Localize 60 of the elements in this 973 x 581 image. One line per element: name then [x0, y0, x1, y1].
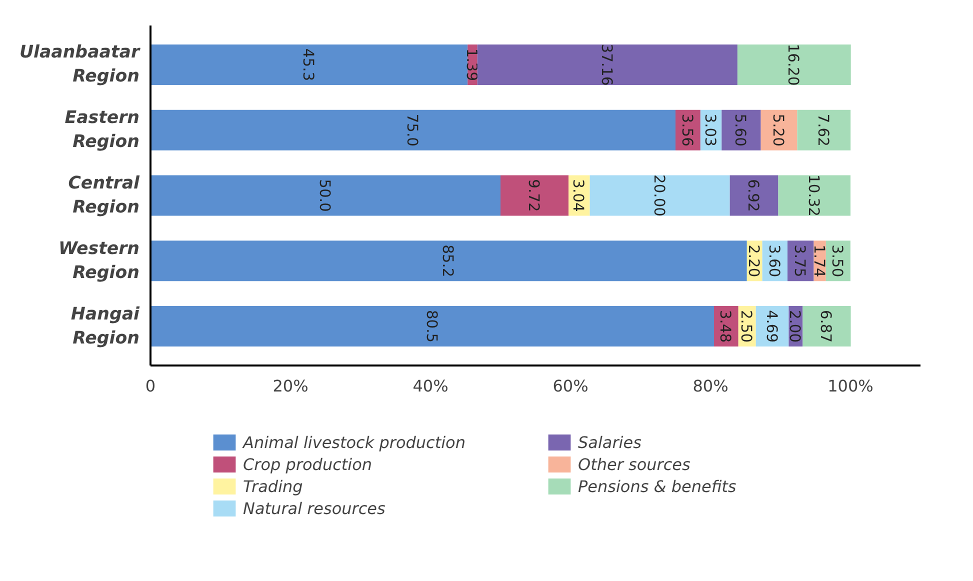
data-label: 3.48	[716, 310, 734, 343]
legend-label: Animal livestock production	[243, 432, 466, 452]
data-label: 20.00	[650, 174, 668, 216]
data-label: 45.3	[300, 48, 317, 82]
data-label: 80.5	[422, 310, 440, 343]
data-label: 5.60	[732, 114, 749, 146]
x-tick-label: 100%	[828, 376, 874, 396]
bar	[797, 110, 851, 150]
data-label: 7.62	[814, 114, 832, 146]
x-tick-label: 0	[145, 376, 156, 396]
data-label: 4.69	[762, 310, 780, 343]
data-label: 3.03	[702, 114, 719, 146]
data-label: 6.87	[817, 310, 834, 343]
legend-label: Other sources	[578, 454, 692, 474]
y-tick-label: Central Region	[68, 174, 141, 218]
bar	[150, 44, 468, 85]
bar	[778, 175, 850, 216]
data-label: 3.04	[570, 179, 587, 212]
bar	[722, 110, 761, 150]
legend-label: Pensions & benefits	[578, 476, 738, 496]
y-tick-label: Hangai Region	[70, 304, 141, 348]
data-label: 6.92	[744, 179, 762, 212]
bar	[500, 175, 569, 216]
data-label: 1.39	[462, 48, 480, 82]
bar	[590, 175, 730, 216]
data-label: 2.50	[738, 310, 755, 343]
data-label: 10.32	[804, 174, 822, 216]
bar	[737, 44, 851, 85]
bar	[730, 175, 778, 216]
data-label: 3.50	[828, 244, 846, 278]
bar	[150, 306, 714, 347]
data-label: 9.72	[525, 179, 542, 212]
data-label: 2.00	[786, 310, 804, 343]
x-tick-label: 80%	[692, 376, 728, 396]
y-tick-label: Eastern Region	[64, 108, 140, 152]
bar	[150, 175, 500, 216]
legend-label: Trading	[243, 476, 304, 496]
data-label: 16.20	[784, 44, 802, 86]
y-tick-label: Western Region	[58, 238, 140, 283]
bar	[150, 110, 676, 150]
legend-label: Crop production	[243, 454, 374, 474]
x-tick-label: 40%	[412, 376, 448, 396]
legend-label: Natural resources	[243, 498, 386, 518]
data-label: 2.20	[745, 244, 762, 278]
data-label: 75.0	[404, 114, 420, 146]
data-label: 3.56	[678, 114, 696, 146]
data-label: 1.74	[810, 244, 828, 278]
data-label: 3.60	[765, 244, 782, 278]
bar	[802, 306, 851, 347]
bar	[150, 240, 747, 282]
data-label: 85.2	[439, 244, 456, 278]
legend-label: Salaries	[578, 432, 642, 452]
data-label: 50.0	[316, 179, 333, 212]
y-tick-label: Ulaanbaatar Region	[19, 42, 141, 87]
data-label: 37.16	[598, 44, 615, 86]
x-tick-label: 60%	[552, 376, 588, 396]
data-label: 5.20	[770, 114, 787, 146]
data-label: 3.75	[791, 244, 808, 278]
x-tick-label: 20%	[272, 376, 308, 396]
bar	[477, 44, 738, 85]
